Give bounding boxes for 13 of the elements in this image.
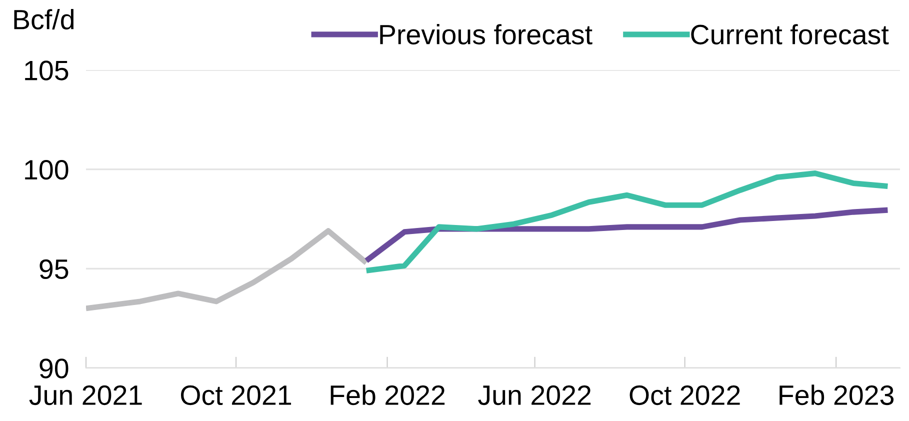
y-tick-label: 100 xyxy=(25,160,68,180)
y-tick-label: 90 xyxy=(40,358,68,378)
x-tick-label: Jun 2022 xyxy=(478,385,591,406)
x-tick-label: Jun 2021 xyxy=(29,385,142,406)
x-tick-label: Feb 2023 xyxy=(780,384,894,406)
y-tick-label: 105 xyxy=(25,60,68,80)
x-tick-label: Oct 2022 xyxy=(630,385,740,406)
x-tick-label: Oct 2021 xyxy=(180,385,292,406)
legend-label: Current forecast xyxy=(691,24,889,44)
y-tick-label: 95 xyxy=(40,259,68,280)
x-tick-label: Feb 2022 xyxy=(330,384,445,406)
legend-label: Previous forecast xyxy=(380,24,592,44)
y-axis-title: Bcf/d xyxy=(14,9,74,30)
